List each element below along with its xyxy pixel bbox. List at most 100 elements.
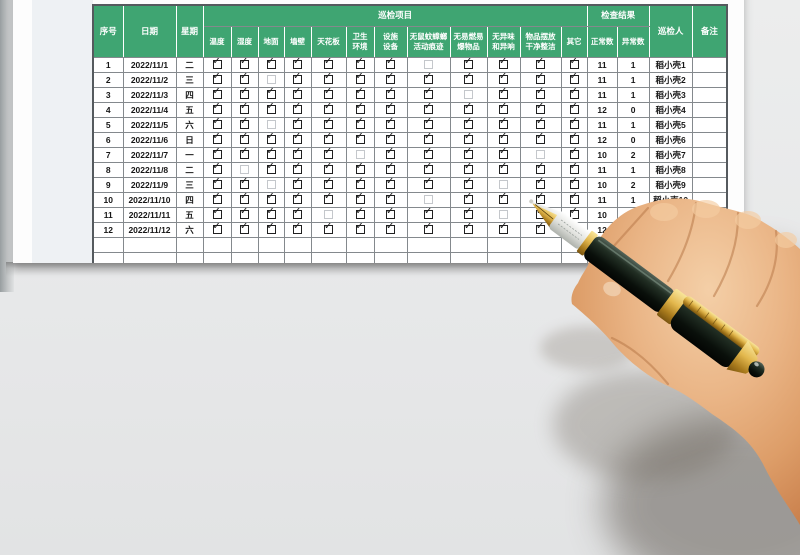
date-cell: 2022/11/12 <box>122 221 177 238</box>
check-cell <box>486 191 521 208</box>
check-cell <box>230 86 259 103</box>
checkbox-checked-icon <box>424 73 433 84</box>
checkbox-checked-icon <box>569 178 579 189</box>
weekday-cell: 四 <box>175 191 204 208</box>
check-cell <box>560 86 588 103</box>
note-cell <box>691 131 728 148</box>
checkbox-checked-icon <box>240 118 249 129</box>
checkbox-checked-icon <box>212 223 222 234</box>
check-cell <box>202 206 232 223</box>
check-cell <box>373 176 408 193</box>
check-cell <box>310 206 347 223</box>
check-cell <box>202 146 232 163</box>
checkbox-checked-icon <box>324 223 333 234</box>
check-cell <box>519 221 562 238</box>
checkbox-checked-icon <box>424 223 433 234</box>
check-cell <box>230 176 259 193</box>
checkbox-checked-icon <box>212 103 222 114</box>
checkbox-checked-icon <box>386 118 395 129</box>
check-cell <box>560 116 588 133</box>
abnormal-count-cell: 2 <box>616 206 650 223</box>
checkbox-checked-icon <box>464 163 473 174</box>
seq-cell: 4 <box>92 101 124 118</box>
checkbox-checked-icon <box>536 58 545 69</box>
col-header-item-no-odor: 无异味 和异响 <box>486 25 521 58</box>
note-cell <box>691 71 728 88</box>
inspector-cell: 稻小壳4 <box>648 101 693 118</box>
pen-barrel-rear <box>670 299 747 368</box>
checkbox-unchecked-icon <box>240 164 249 174</box>
normal-count-cell: 11 <box>586 116 618 133</box>
check-cell <box>202 131 232 148</box>
checkbox-checked-icon <box>212 118 222 129</box>
checkbox-checked-icon <box>355 103 365 114</box>
checkbox-checked-icon <box>240 193 249 204</box>
empty-cell <box>175 236 204 253</box>
normal-count-cell: 11 <box>586 86 618 103</box>
checkbox-checked-icon <box>212 133 222 144</box>
checkbox-checked-icon <box>464 178 473 189</box>
checkbox-checked-icon <box>324 118 333 129</box>
checkbox-checked-icon <box>212 163 222 174</box>
check-cell <box>560 131 588 148</box>
checkbox-checked-icon <box>536 133 545 144</box>
check-cell <box>560 176 588 193</box>
checkbox-checked-icon <box>424 208 433 219</box>
check-cell <box>283 221 312 238</box>
checkbox-checked-icon <box>240 88 249 99</box>
checkbox-checked-icon <box>499 103 508 114</box>
checkbox-checked-icon <box>355 133 365 144</box>
check-cell <box>560 206 588 223</box>
group-header-check-results: 检查结果 <box>586 4 650 27</box>
checkbox-checked-icon <box>569 133 579 144</box>
fingernail <box>603 281 621 297</box>
seq-cell: 5 <box>92 116 124 133</box>
check-cell <box>202 191 232 208</box>
date-cell: 2022/11/8 <box>122 161 177 178</box>
checkbox-checked-icon <box>293 103 302 114</box>
check-cell <box>283 206 312 223</box>
checkbox-checked-icon <box>569 58 579 69</box>
empty-cell <box>230 251 259 263</box>
checkbox-checked-icon <box>464 118 473 129</box>
check-cell <box>449 101 488 118</box>
note-cell <box>691 101 728 118</box>
checkbox-checked-icon <box>536 73 545 84</box>
checkbox-unchecked-icon <box>424 59 433 69</box>
checkbox-checked-icon <box>266 88 276 99</box>
check-cell <box>230 146 259 163</box>
checkbox-checked-icon <box>240 73 249 84</box>
checkbox-checked-icon <box>293 208 302 219</box>
checkbox-checked-icon <box>424 88 433 99</box>
empty-cell <box>648 236 693 253</box>
weekday-cell: 四 <box>175 86 204 103</box>
check-cell <box>486 176 521 193</box>
check-cell <box>486 161 521 178</box>
weekday-cell: 六 <box>175 116 204 133</box>
table-row: 9 2022/11/9 三 10 2 稻小壳9 <box>92 176 728 193</box>
checkbox-checked-icon <box>499 193 508 204</box>
check-cell <box>519 56 562 73</box>
checkbox-checked-icon <box>424 118 433 129</box>
pen-tail-cone <box>726 340 758 374</box>
checkbox-checked-icon <box>355 88 365 99</box>
empty-cell <box>560 236 588 253</box>
checkbox-checked-icon <box>212 73 222 84</box>
check-cell <box>486 101 521 118</box>
checkbox-checked-icon <box>464 133 473 144</box>
pen-end-highlight <box>754 362 759 367</box>
abnormal-count-cell: 2 <box>616 146 650 163</box>
empty-cell <box>122 236 177 253</box>
checkbox-checked-icon <box>569 103 579 114</box>
col-header-item-ceiling: 天花板 <box>310 25 347 58</box>
col-header-abnormal-count: 异常数 <box>616 25 650 58</box>
check-cell <box>283 131 312 148</box>
col-header-item-no-pests: 无鼠蚊蟑螂 活动痕迹 <box>406 25 451 58</box>
checkbox-checked-icon <box>499 73 508 84</box>
normal-count-cell: 11 <box>586 191 618 208</box>
empty-cell <box>230 236 259 253</box>
checkbox-checked-icon <box>240 103 249 114</box>
check-cell <box>310 56 347 73</box>
weekday-cell: 五 <box>175 101 204 118</box>
check-cell <box>406 221 451 238</box>
